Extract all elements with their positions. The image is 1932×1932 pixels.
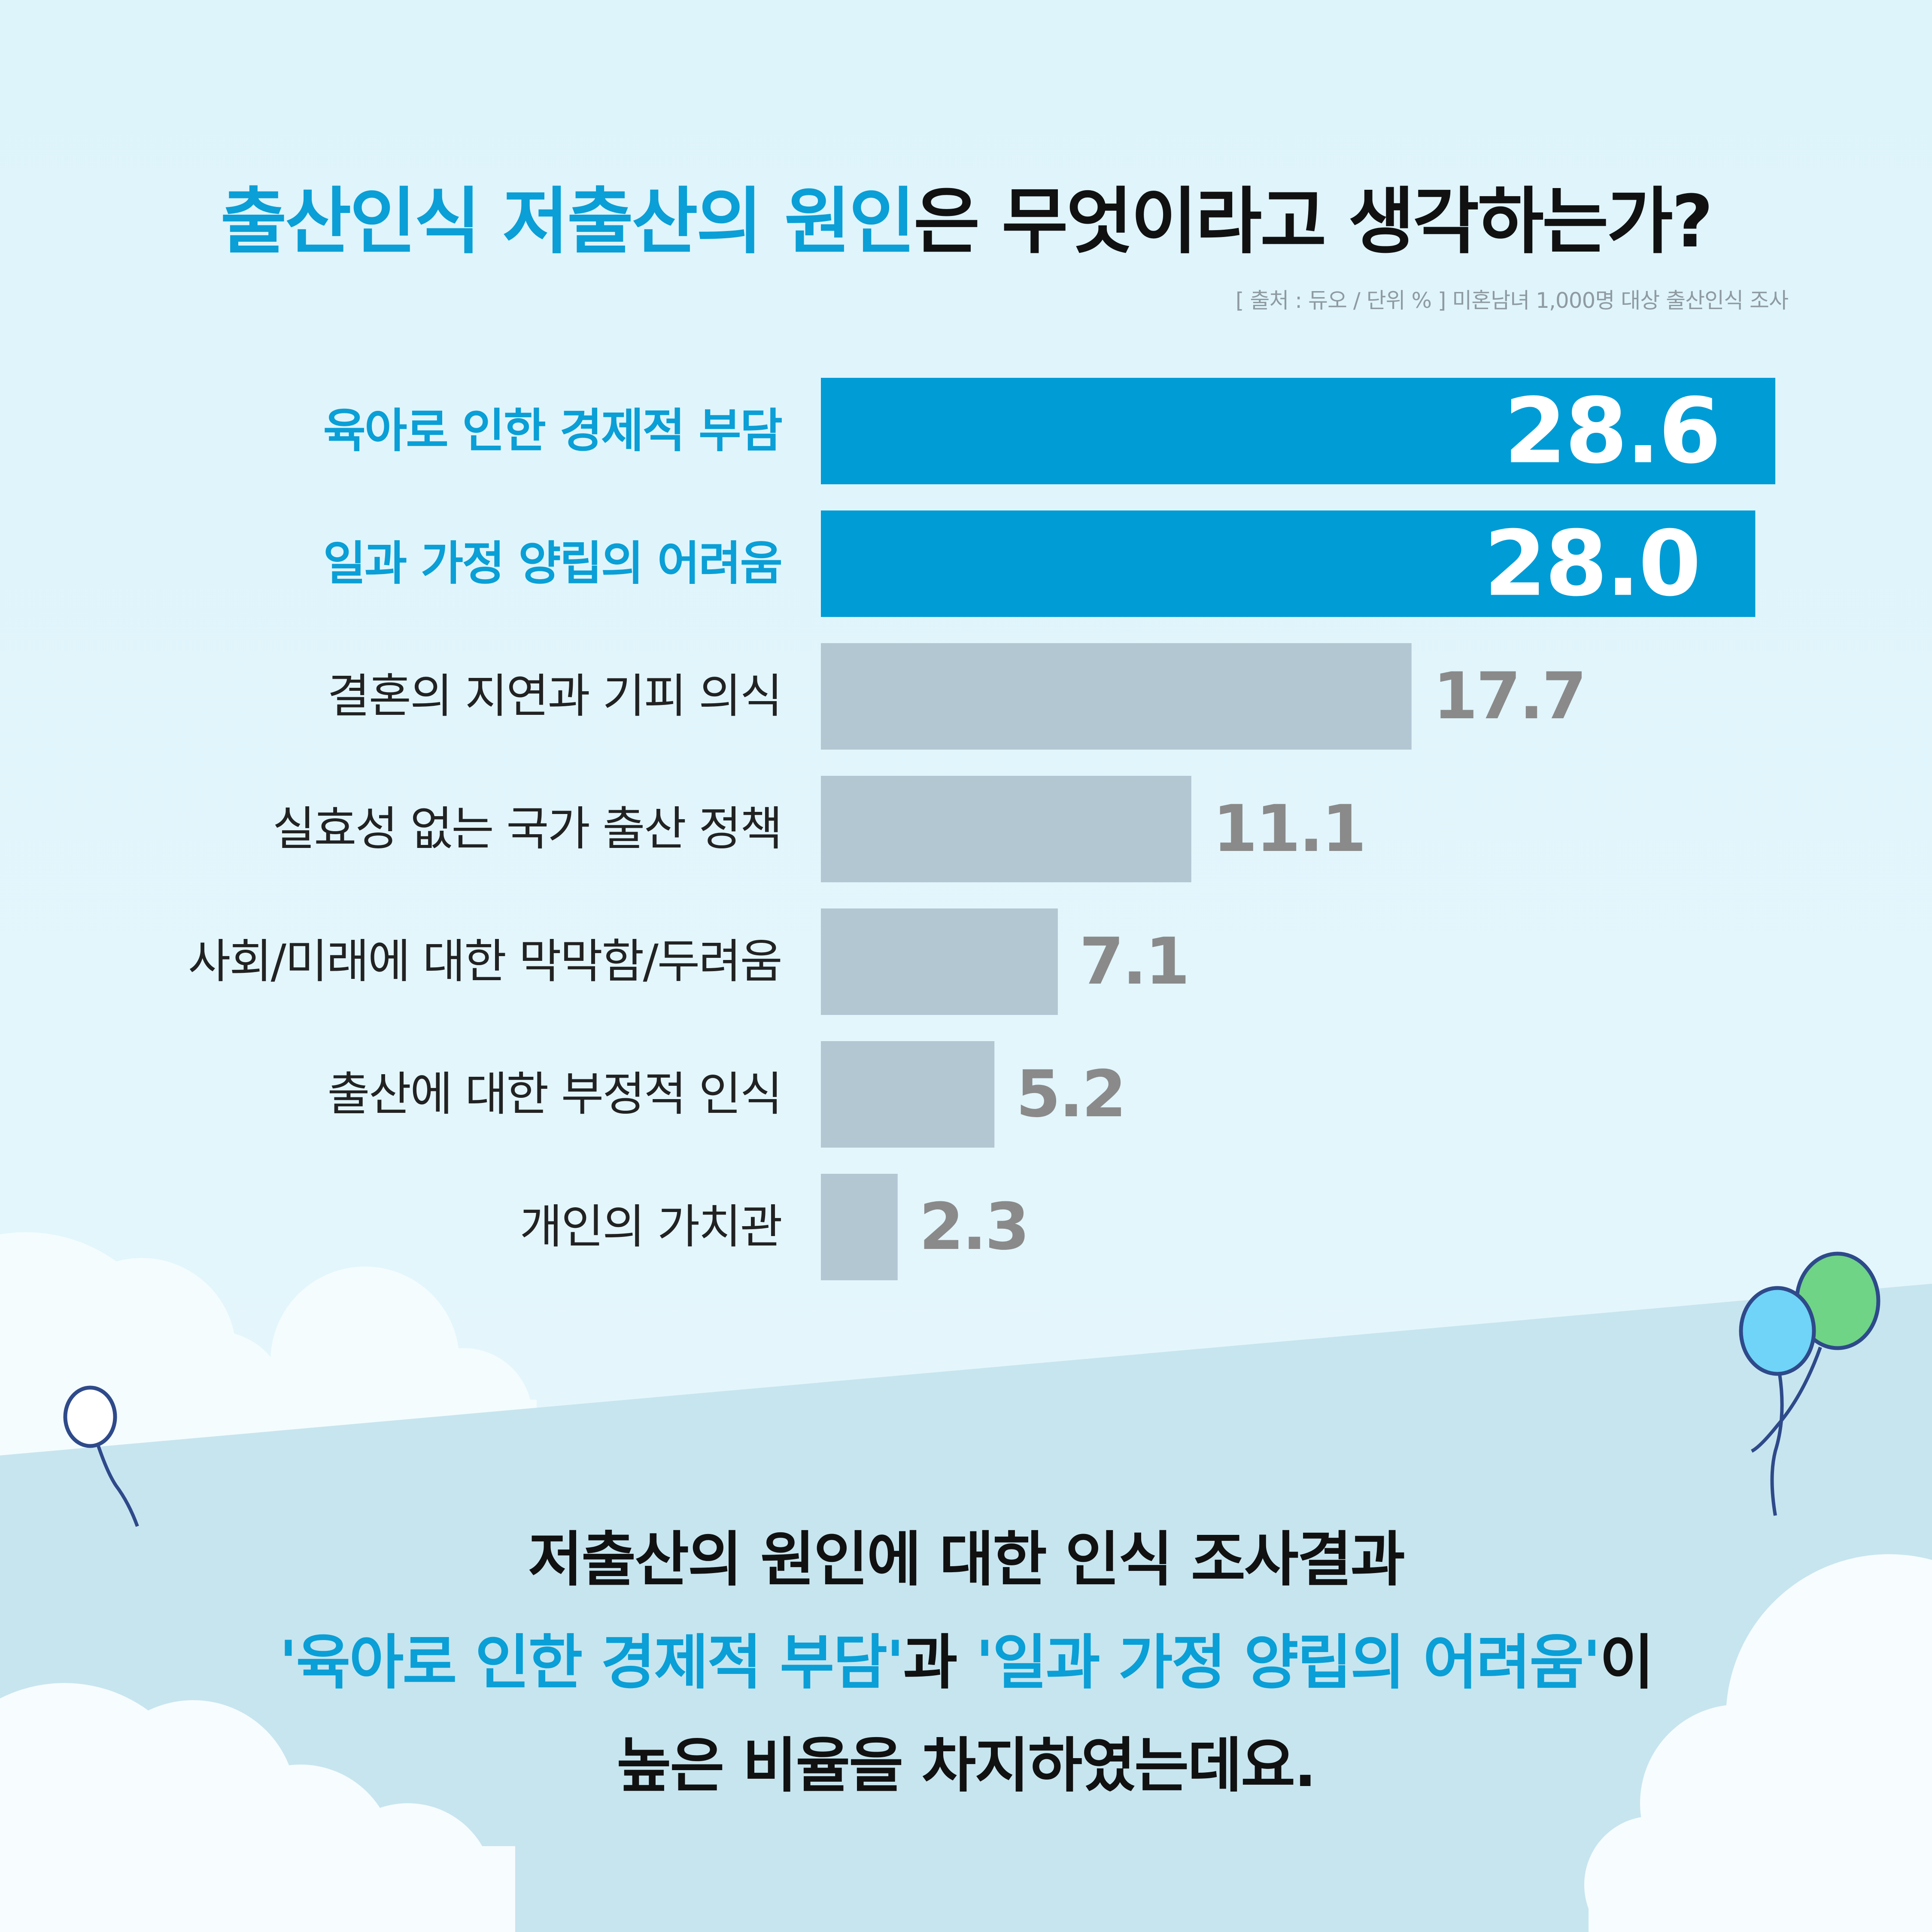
conclusion-suffix: 이 [1599, 1628, 1654, 1697]
bar-7 [821, 1174, 898, 1280]
value-label-2: 28.0 [1484, 511, 1699, 617]
value-label-7: 2.3 [919, 1190, 1028, 1264]
value-label-3: 17.7 [1433, 659, 1585, 734]
page-title: 출산인식 저출산의 원인은 무엇이라고 생각하는가? [0, 163, 1932, 267]
value-label-1: 28.6 [1504, 379, 1719, 484]
category-label-4: 실효성 없는 국가 출산 정책 [273, 802, 781, 856]
bar-2 [821, 510, 1756, 617]
conclusion-line-3: 높은 비율을 차지하였는데요. [617, 1731, 1316, 1800]
conclusion-line-1: 저출산의 원인에 대한 인식 조사결과 [528, 1525, 1405, 1594]
bar-6 [821, 1041, 995, 1148]
category-label-7: 개인의 가치관 [520, 1200, 782, 1254]
balloons-right-icon [1739, 1252, 1880, 1516]
category-label-1: 육아로 인한 경제적 부담 [323, 404, 782, 458]
title-highlight: 출산인식 저출산의 원인 [220, 179, 915, 264]
cloud-bottom-left [0, 1683, 515, 1932]
ground [0, 1284, 1932, 1932]
bar-5 [821, 908, 1058, 1015]
category-label-5: 사회/미래에 대한 막막함/두려움 [188, 935, 781, 989]
source-note: [ 출처 : 듀오 / 단위 % ] 미혼남녀 1,000명 대상 출산인식 조… [1235, 288, 1789, 313]
conclusion-highlight-1: '육아로 인한 경제적 부담' [279, 1628, 904, 1697]
conclusion-connector: 과 [903, 1628, 976, 1697]
bar-1 [821, 378, 1775, 484]
balloon-white-icon [63, 1385, 139, 1527]
bar-3 [821, 643, 1412, 750]
category-label-2: 일과 가정 양립의 어려움 [323, 537, 781, 591]
value-label-4: 11.1 [1213, 792, 1365, 866]
cloud-bottom-right [1584, 1554, 1932, 1932]
bar-chart: 육아로 인한 경제적 부담 28.6 일과 가정 양립의 어려움 28.0 결혼의 지연… [188, 378, 1775, 1280]
category-label-3: 결혼의 지연과 기피 의식 [327, 670, 781, 723]
bar-4 [821, 776, 1191, 882]
category-label-6: 출산에 대한 부정적 인식 [327, 1068, 781, 1121]
value-label-5: 7.1 [1079, 924, 1188, 999]
conclusion-highlight-2: '일과 가정 양립의 어려움' [975, 1628, 1601, 1697]
title-rest: 은 무엇이라고 생각하는가? [913, 179, 1713, 264]
conclusion-line-2: '육아로 인한 경제적 부담'과 '일과 가정 양립의 어려움'이 [0, 1614, 1932, 1700]
value-label-6: 5.2 [1016, 1057, 1125, 1132]
